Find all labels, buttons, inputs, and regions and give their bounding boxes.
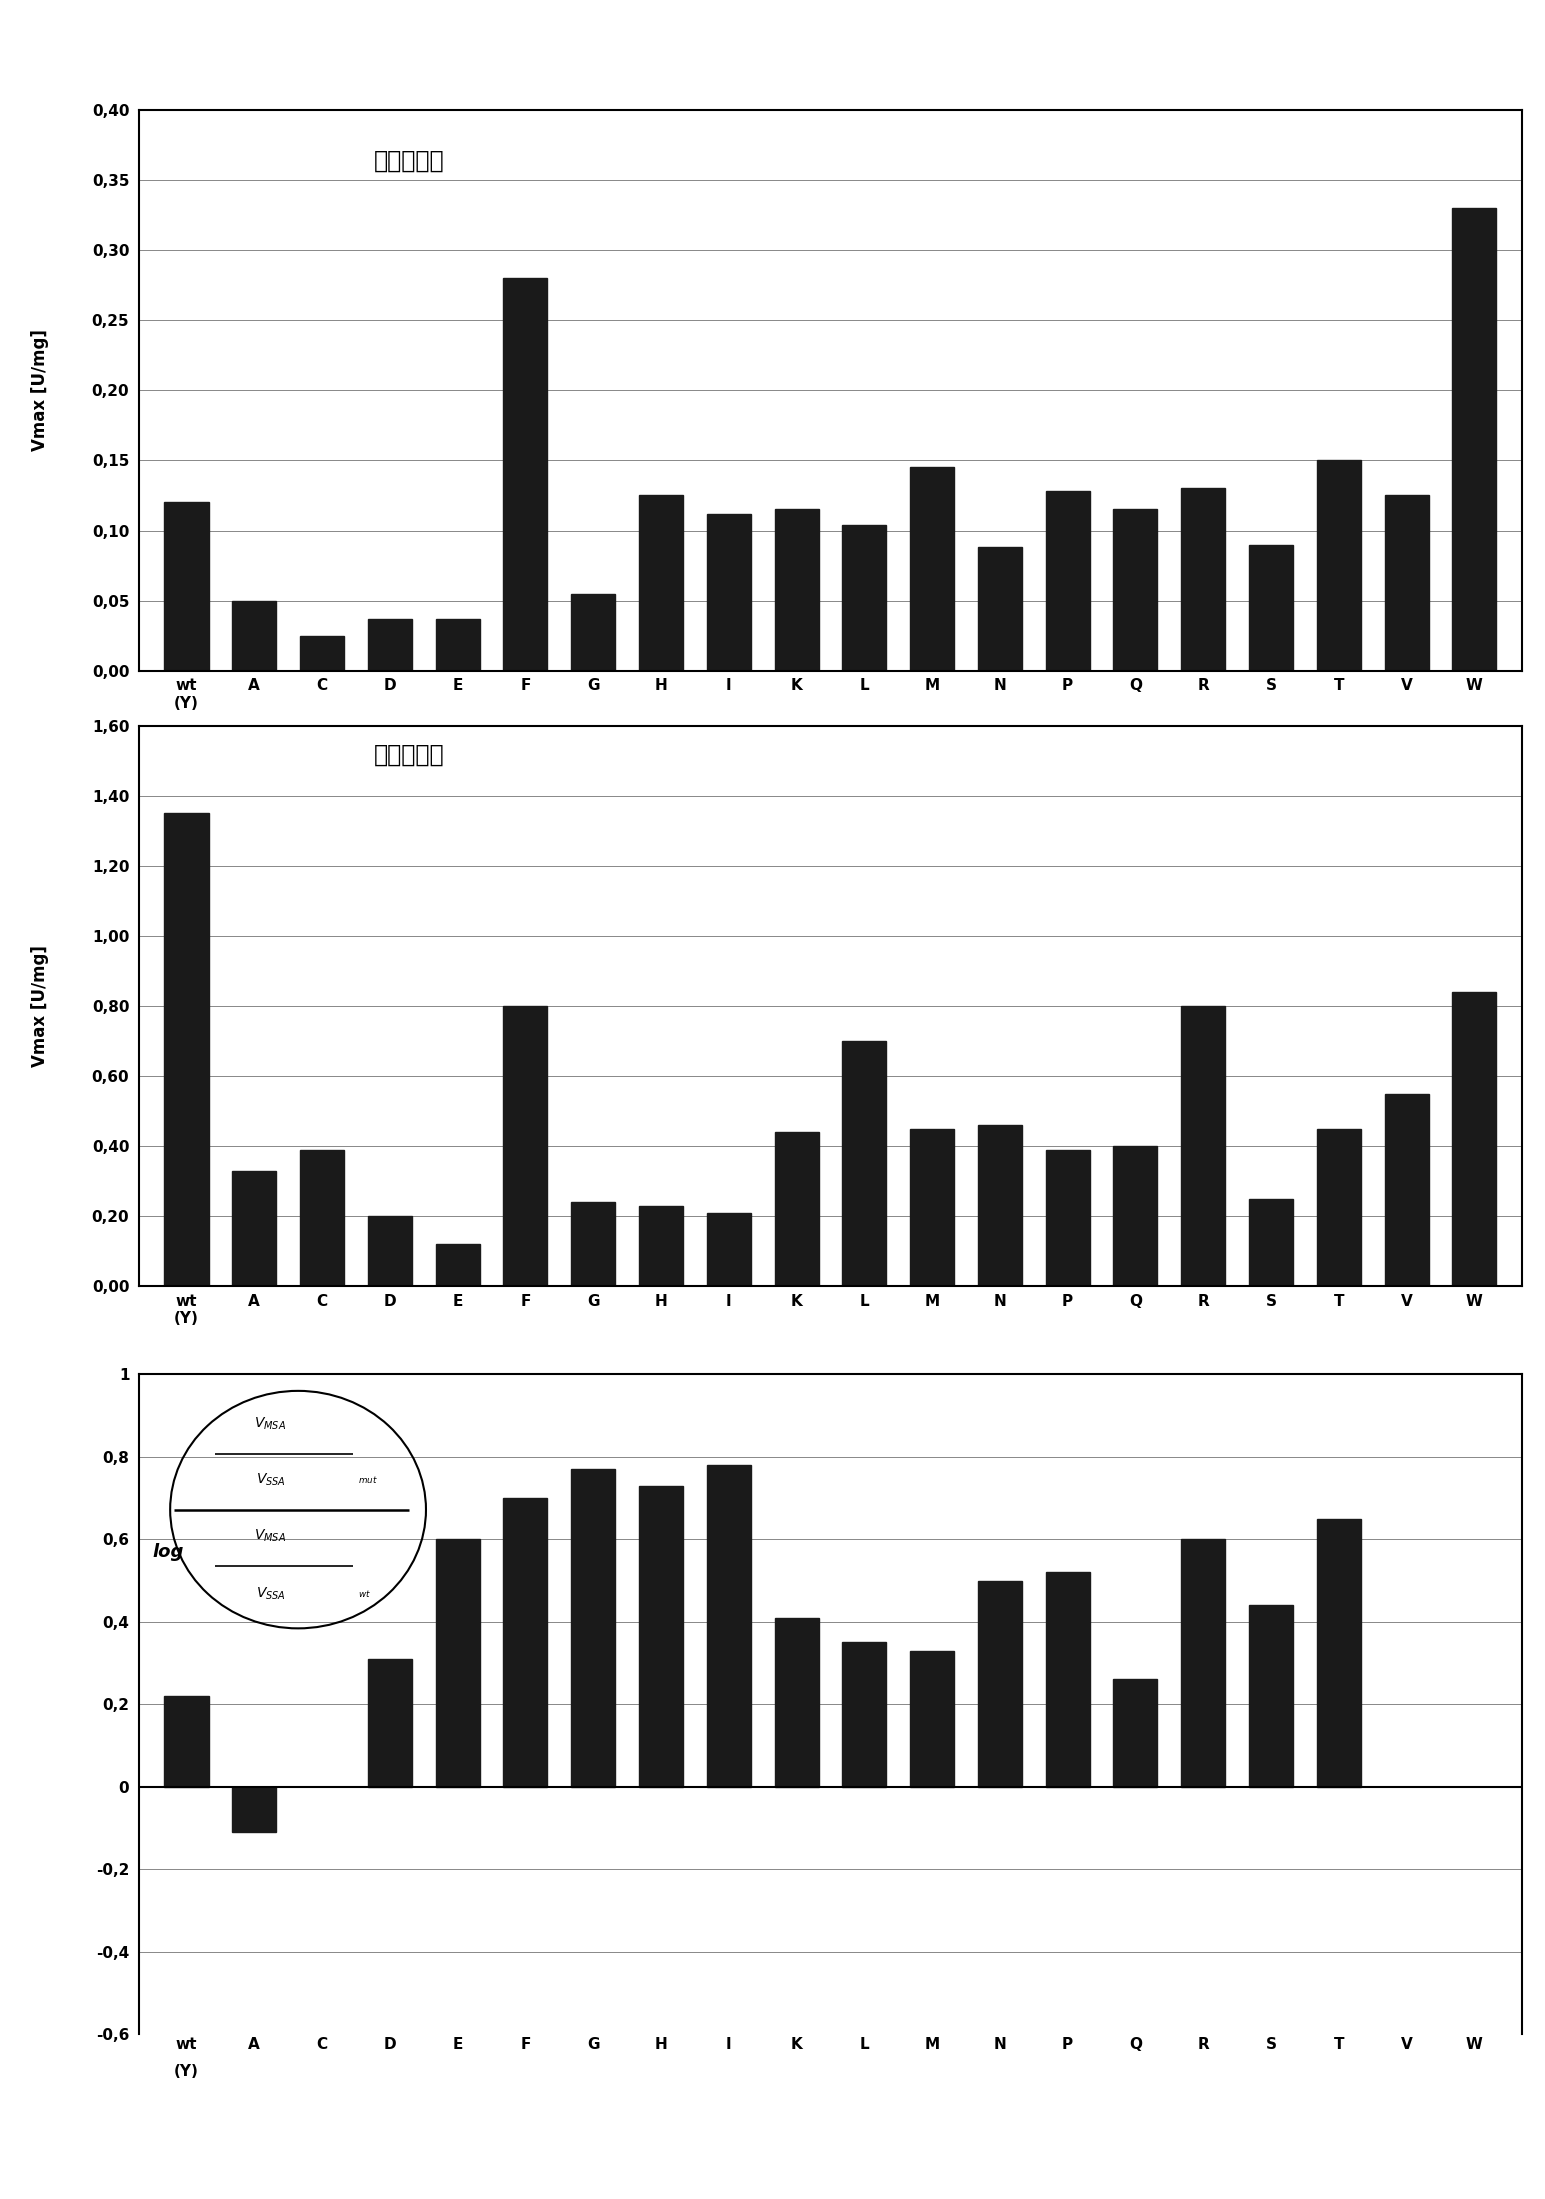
Text: (Y): (Y) bbox=[175, 2063, 199, 2078]
Bar bbox=[774, 1132, 819, 1286]
Bar bbox=[842, 526, 887, 671]
Bar bbox=[640, 495, 683, 671]
Bar bbox=[1182, 1007, 1225, 1286]
Bar bbox=[1384, 1093, 1429, 1286]
Bar bbox=[1316, 460, 1361, 671]
Bar bbox=[1384, 495, 1429, 671]
Text: $_{mut}$: $_{mut}$ bbox=[357, 1473, 377, 1487]
Bar bbox=[164, 1695, 209, 1786]
Text: Q: Q bbox=[1129, 2036, 1142, 2052]
Bar bbox=[978, 548, 1021, 671]
Text: N: N bbox=[993, 2036, 1006, 2052]
Text: 苹果酸半醇: 苹果酸半醇 bbox=[374, 150, 445, 174]
Bar bbox=[504, 279, 547, 671]
Y-axis label: Vmax [U/mg]: Vmax [U/mg] bbox=[31, 330, 49, 451]
Text: K: K bbox=[791, 2036, 802, 2052]
Text: wt: wt bbox=[176, 2036, 198, 2052]
Bar bbox=[300, 636, 345, 671]
Bar bbox=[1248, 1605, 1293, 1786]
Bar bbox=[232, 1786, 277, 1832]
Bar bbox=[978, 1581, 1021, 1786]
Bar bbox=[1114, 510, 1157, 671]
Text: D: D bbox=[383, 2036, 396, 2052]
Bar bbox=[978, 1126, 1021, 1286]
Bar bbox=[774, 510, 819, 671]
Bar bbox=[436, 1539, 479, 1786]
Bar bbox=[842, 1643, 887, 1786]
Bar bbox=[436, 618, 479, 671]
Text: T: T bbox=[1333, 2036, 1344, 2052]
Bar bbox=[774, 1618, 819, 1786]
Bar bbox=[232, 1170, 277, 1286]
Bar bbox=[572, 594, 615, 671]
Bar bbox=[1248, 1198, 1293, 1286]
Bar bbox=[368, 1658, 413, 1786]
Bar bbox=[640, 1487, 683, 1786]
Text: S: S bbox=[1265, 2036, 1276, 2052]
Text: $\mathit{V}_{MSA}$: $\mathit{V}_{MSA}$ bbox=[255, 1416, 286, 1432]
Text: F: F bbox=[521, 2036, 530, 2052]
Bar bbox=[1114, 1680, 1157, 1786]
Bar bbox=[640, 1205, 683, 1286]
Bar bbox=[1248, 545, 1293, 671]
Bar bbox=[232, 600, 277, 671]
Bar bbox=[706, 1214, 751, 1286]
Bar bbox=[300, 1150, 345, 1286]
Text: P: P bbox=[1061, 2036, 1074, 2052]
Text: H: H bbox=[655, 2036, 667, 2052]
Text: G: G bbox=[587, 2036, 599, 2052]
Bar bbox=[1316, 1128, 1361, 1286]
Bar bbox=[910, 1651, 955, 1786]
Bar bbox=[1046, 1150, 1089, 1286]
Bar bbox=[910, 1128, 955, 1286]
Bar bbox=[1316, 1520, 1361, 1786]
Bar bbox=[368, 618, 413, 671]
Bar bbox=[1182, 488, 1225, 671]
Bar bbox=[368, 1216, 413, 1286]
Bar bbox=[1046, 1572, 1089, 1786]
Bar bbox=[572, 1469, 615, 1786]
Text: 琥珀酸半醇: 琥珀酸半醇 bbox=[374, 743, 445, 767]
Text: $\mathit{V}_{SSA}$: $\mathit{V}_{SSA}$ bbox=[255, 1471, 286, 1489]
Bar bbox=[504, 1007, 547, 1286]
Bar bbox=[1046, 490, 1089, 671]
Bar bbox=[1114, 1146, 1157, 1286]
Text: $\mathit{V}_{SSA}$: $\mathit{V}_{SSA}$ bbox=[255, 1585, 286, 1601]
Bar bbox=[1452, 992, 1497, 1286]
Bar bbox=[706, 1465, 751, 1786]
Text: R: R bbox=[1197, 2036, 1210, 2052]
Bar bbox=[842, 1040, 887, 1286]
Text: $_{wt}$: $_{wt}$ bbox=[357, 1588, 371, 1601]
Text: L: L bbox=[859, 2036, 870, 2052]
Bar bbox=[572, 1203, 615, 1286]
Bar bbox=[706, 515, 751, 671]
Text: A: A bbox=[249, 2036, 260, 2052]
Bar bbox=[1182, 1539, 1225, 1786]
Bar bbox=[504, 1498, 547, 1786]
Text: $\mathit{V}_{MSA}$: $\mathit{V}_{MSA}$ bbox=[255, 1528, 286, 1544]
Bar bbox=[164, 504, 209, 671]
Bar bbox=[164, 814, 209, 1286]
Bar bbox=[436, 1245, 479, 1286]
Bar bbox=[910, 468, 955, 671]
Text: I: I bbox=[726, 2036, 732, 2052]
Text: E: E bbox=[453, 2036, 463, 2052]
Text: M: M bbox=[924, 2036, 939, 2052]
Bar bbox=[1452, 209, 1497, 671]
Text: C: C bbox=[317, 2036, 328, 2052]
Text: W: W bbox=[1466, 2036, 1483, 2052]
Y-axis label: Vmax [U/mg]: Vmax [U/mg] bbox=[31, 946, 49, 1067]
Text: V: V bbox=[1401, 2036, 1412, 2052]
Text: log: log bbox=[153, 1544, 184, 1561]
